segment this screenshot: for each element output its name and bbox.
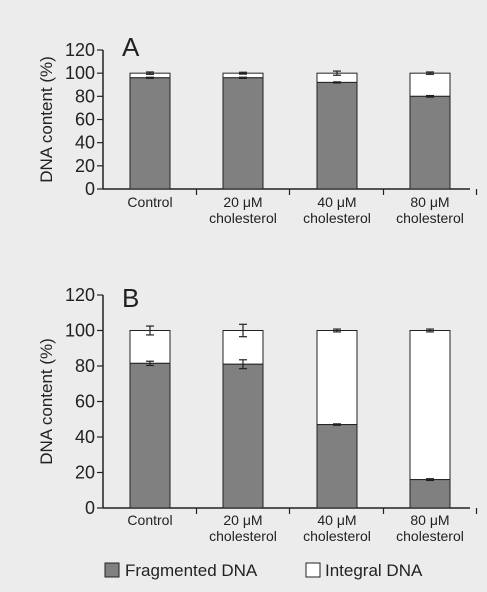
y-tick-label-b: 100 [65,321,95,341]
y-tick-label-a: 100 [65,63,95,83]
y-axis-label-b: DNA content (%) [37,338,56,465]
category-label-b: Control [127,512,172,528]
category-label-b: cholesterol [209,528,277,544]
bar-fragmented-b [409,479,451,509]
category-label-b: 40 μM [317,512,356,528]
y-tick-label-b: 80 [75,356,95,376]
category-label-b: cholesterol [396,528,464,544]
bar-integral-b [316,330,358,426]
bar-fragmented-a [222,77,264,190]
category-label-a: 80 μM [410,194,449,210]
y-tick-label-a: 60 [75,110,95,130]
y-tick-label-a: 80 [75,86,95,106]
y-tick-label-b: 60 [75,392,95,412]
legend-label-fragmented: Fragmented DNA [125,561,258,580]
legend-label-integral: Integral DNA [325,561,423,580]
panel-label-b: B [122,283,139,313]
y-tick-label-b: 0 [85,498,95,518]
category-label-b: 20 μM [223,512,262,528]
category-label-a: cholesterol [303,210,371,226]
category-label-b: cholesterol [303,528,371,544]
legend: Fragmented DNA Integral DNA [104,561,423,580]
y-tick-label-b: 40 [75,427,95,447]
legend-swatch-integral [305,562,321,578]
bar-integral-a [409,72,451,97]
bar-fragmented-a [409,95,451,190]
y-axis-label-a: DNA content (%) [37,56,56,183]
bar-fragmented-a [316,81,358,190]
y-tick-label-a: 120 [65,40,95,60]
bar-fragmented-b [222,363,264,509]
bar-fragmented-b [316,424,358,509]
bar-fragmented-b [129,362,171,509]
y-tick-label-a: 0 [85,179,95,199]
legend-swatch-fragmented [104,562,120,578]
category-label-a: cholesterol [209,210,277,226]
category-label-a: Control [127,194,172,210]
panel-label-a: A [122,32,140,62]
y-tick-label-b: 20 [75,463,95,483]
bar-fragmented-a [129,77,171,190]
bar-integral-b [409,330,451,481]
bar-integral-b [129,330,171,364]
category-label-a: 20 μM [223,194,262,210]
y-tick-label-a: 40 [75,133,95,153]
category-label-a: 40 μM [317,194,356,210]
category-label-a: cholesterol [396,210,464,226]
chart-panel-b: 0 20 40 60 80 100 120 DNA content (%) B Control 20… [37,283,478,544]
y-tick-label-a: 20 [75,156,95,176]
chart-panel-a: 0 20 40 60 80 100 120 DNA content (%) A Control 20… [37,32,478,226]
y-tick-label-b: 120 [65,285,95,305]
category-label-b: 80 μM [410,512,449,528]
